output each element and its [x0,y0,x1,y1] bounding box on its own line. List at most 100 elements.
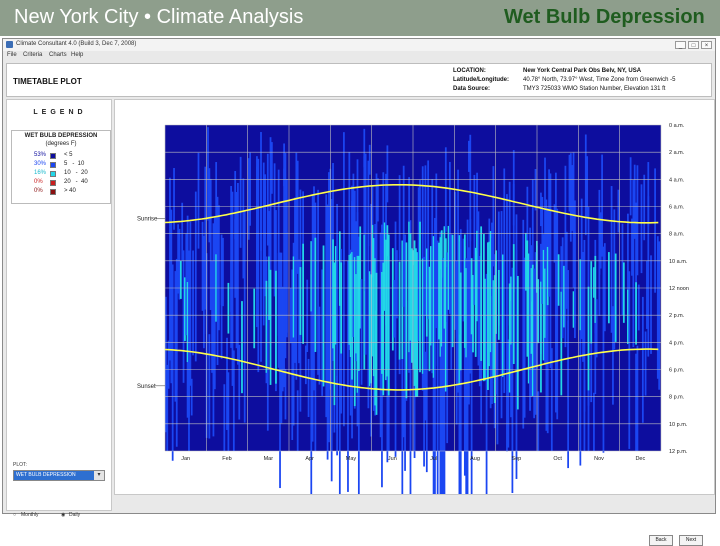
heatmap-cell [627,289,629,345]
heatmap-cell [423,256,425,467]
heatmap-cell [372,238,375,377]
heatmap-cell [273,163,276,297]
next-button[interactable]: Next [679,535,703,546]
legend-heading: WET BULB DEPRESSION [24,133,98,139]
heatmap-cell [482,233,485,382]
heatmap-cell [379,232,382,438]
heatmap-cell [533,268,536,419]
heatmap-cell [459,272,462,371]
heatmap-cell [493,381,496,429]
menu-help[interactable]: Help [71,52,84,58]
monthly-radio-label[interactable]: Monthly [21,512,39,518]
heatmap-cell [295,287,298,318]
heatmap-cell [285,232,288,338]
heatmap-cell [370,274,372,384]
heatmap-cell [439,231,442,494]
heatmap-cell [338,270,341,494]
data-source-label: Data Source: [453,86,491,92]
heatmap-cell [387,367,390,451]
heatmap-cell [546,207,549,434]
y-tick-label: 8 p.m. [669,395,685,401]
heatmap-cell [208,334,211,439]
heatmap-cell [432,236,435,378]
heatmap-cell [446,267,449,322]
heatmap-cell [205,254,208,334]
plot-select-dropdown[interactable]: WET BULB DEPRESSION ▾ [13,470,105,481]
heatmap-cell [367,160,370,409]
daily-radio-icon[interactable]: ◉ [61,512,66,518]
heatmap-cell [375,272,378,415]
heatmap-cell [427,160,430,319]
heatmap-cell [291,269,294,441]
heatmap-cell [326,204,329,460]
heatmap-cell [220,260,223,359]
heatmap-cell [351,252,353,380]
heatmap-cell [579,270,582,466]
legend-range: 20 - 40 [64,179,88,185]
heatmap-cell [598,189,601,275]
heatmap-cell [257,158,260,373]
heatmap-cell [188,250,190,417]
heatmap-cell [447,225,450,310]
heatmap-cell [510,276,512,345]
heatmap-cell [478,256,481,387]
y-tick-label: 6 p.m. [669,368,685,374]
daily-radio-label[interactable]: Daily [69,512,81,518]
heatmap-cell [583,380,586,451]
location-info: LOCATION: New York Central Park Obs Belv,… [453,67,675,94]
heatmap-cell [440,230,443,347]
heatmap-cell [646,260,648,329]
heatmap-cell [249,152,252,226]
heatmap-cell [590,261,593,344]
maximize-button[interactable]: □ [688,41,699,49]
heatmap-cell [298,259,300,364]
heatmap-cell [220,234,223,306]
heatmap-cell [264,174,266,213]
heatmap-cell [635,282,637,345]
heatmap-cell [613,209,616,350]
heatmap-cell [442,277,444,403]
heatmap-cell [371,224,374,357]
menu-criteria[interactable]: Criteria [23,52,43,58]
monthly-radio-icon[interactable]: ○ [13,512,17,518]
plot-select-value: WET BULB DEPRESSION [16,472,76,478]
heatmap-cell [614,253,617,342]
heatmap-cell [564,165,567,279]
heatmap-cell [169,177,171,361]
heatmap-cell [622,262,625,323]
heatmap-cell [534,168,537,211]
heatmap-cell [435,173,438,329]
heatmap-cell [598,264,601,316]
heatmap-cell [548,169,550,297]
menu-charts[interactable]: Charts [49,52,67,58]
minimize-button[interactable]: _ [675,41,686,49]
menu-file[interactable]: File [7,52,17,58]
heatmap-cell [497,211,500,326]
heatmap-cell [171,264,174,461]
heatmap-cell [582,252,584,362]
heatmap-cell [564,244,567,348]
heatmap-cell [184,277,186,342]
heatmap-cell [571,165,574,231]
heatmap-cell [457,169,459,393]
heatmap-cell [583,239,586,412]
heatmap-cell [292,256,295,338]
legend-range: 5 - 10 [64,161,85,167]
heatmap-cell [311,194,314,442]
heatmap-cell [529,227,531,411]
x-tick-label: Aug [470,456,480,462]
heatmap-cell [264,186,266,297]
y-tick-label: 10 p.m. [669,422,688,428]
back-button[interactable]: Back [649,535,673,546]
heatmap-cell [635,202,637,339]
heatmap-cell [410,248,413,363]
heatmap-cell [260,132,262,251]
chevron-down-icon[interactable]: ▾ [94,471,104,480]
heatmap-cell [534,252,537,415]
close-button[interactable]: × [701,41,712,49]
heatmap-cell [599,212,602,269]
heatmap-cell [477,211,480,366]
menu-bar: File Criteria Charts Help [3,51,715,61]
heatmap-cell [262,162,265,326]
heatmap-cell [489,231,492,353]
